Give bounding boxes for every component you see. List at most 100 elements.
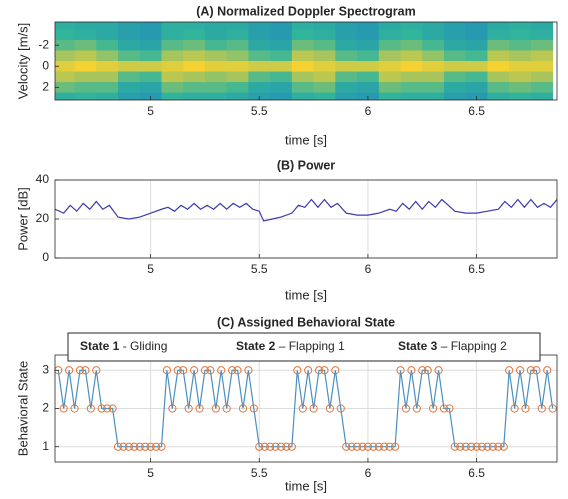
heatmap-cell xyxy=(204,29,228,41)
heatmap-cell xyxy=(74,50,97,62)
heatmap-cell xyxy=(443,39,467,51)
heatmap-cell xyxy=(465,22,488,30)
x-tick-label: 6.5 xyxy=(468,104,485,118)
heatmap-cell xyxy=(74,39,97,51)
x-axis-label: time [s] xyxy=(285,132,327,147)
heatmap-cell xyxy=(487,71,510,83)
data-point xyxy=(445,404,454,413)
heatmap-cell xyxy=(74,61,97,73)
legend-box xyxy=(67,332,541,362)
data-point xyxy=(211,404,220,413)
heatmap-cell xyxy=(74,29,97,41)
heatmap-cell xyxy=(270,50,293,62)
heatmap-cell xyxy=(422,71,445,83)
data-point xyxy=(86,404,95,413)
y-tick-label: 2 xyxy=(42,80,49,94)
data-point xyxy=(429,404,438,413)
data-point xyxy=(548,404,557,413)
y-axis-label: Behavioral State xyxy=(15,361,30,456)
data-point xyxy=(81,366,90,375)
heatmap-cell xyxy=(400,29,423,41)
data-point xyxy=(113,442,123,451)
heatmap-cell xyxy=(161,22,184,30)
data-point xyxy=(184,404,193,413)
heatmap-cell xyxy=(530,82,554,94)
data-point xyxy=(146,442,155,451)
heatmap-cell xyxy=(96,29,119,41)
state-description: – Flapping 2 xyxy=(437,339,507,353)
heatmap-cell xyxy=(139,71,162,83)
data-point xyxy=(342,442,351,451)
heatmap-cell xyxy=(248,39,271,51)
data-point xyxy=(325,404,335,413)
heatmap-cell xyxy=(357,50,380,62)
heatmap-cell xyxy=(291,29,315,41)
x-axis-label: time [s] xyxy=(285,478,327,493)
data-point xyxy=(510,404,519,413)
heatmap-cell xyxy=(291,39,315,51)
heatmap-cell xyxy=(443,22,467,30)
data-point xyxy=(314,366,324,375)
heatmap-cell xyxy=(139,50,162,62)
heatmap-cell xyxy=(226,22,249,30)
data-point xyxy=(532,366,541,375)
data-point xyxy=(423,366,432,375)
heatmap-cell xyxy=(118,92,141,100)
data-point xyxy=(255,442,264,451)
data-point xyxy=(439,404,449,413)
heatmap-cell xyxy=(509,39,532,51)
heatmap-cell xyxy=(378,39,402,51)
data-point xyxy=(103,404,112,413)
y-axis-label: Power [dB] xyxy=(15,187,30,251)
data-point xyxy=(374,442,383,451)
data-point xyxy=(369,442,378,451)
heatmap-cell xyxy=(400,61,423,73)
heatmap-cell xyxy=(443,71,467,83)
heatmap-cell xyxy=(291,50,315,62)
heatmap-cell xyxy=(55,61,76,73)
data-point xyxy=(108,404,117,413)
data-point xyxy=(526,366,536,375)
data-point xyxy=(434,366,443,375)
data-point xyxy=(336,404,345,413)
heatmap-cell xyxy=(313,50,336,62)
heatmap-cell xyxy=(509,82,532,94)
data-point xyxy=(385,442,394,451)
x-tick-label: 5.5 xyxy=(251,262,268,276)
heatmap-cell xyxy=(270,29,293,41)
data-point xyxy=(390,442,400,451)
x-tick-label: 5.5 xyxy=(251,104,268,118)
heatmap-cell xyxy=(96,92,119,100)
heatmap-cell xyxy=(400,50,423,62)
heatmap-cell xyxy=(161,71,184,83)
heatmap-cell xyxy=(291,61,315,73)
data-point xyxy=(396,366,405,375)
data-point xyxy=(515,366,525,375)
heatmap-cell xyxy=(422,50,445,62)
x-tick-label: 5 xyxy=(147,104,154,118)
data-point xyxy=(352,442,362,451)
heatmap-cell xyxy=(487,50,510,62)
y-axis-label: Velocity [m/s] xyxy=(15,23,30,100)
heatmap-cell xyxy=(183,39,206,51)
heatmap-cell xyxy=(313,82,336,94)
heatmap-cell xyxy=(183,82,206,94)
heatmap-cell xyxy=(313,22,336,30)
heatmap-cell xyxy=(248,82,271,94)
heatmap-cell xyxy=(55,29,76,41)
data-point xyxy=(521,404,530,413)
heatmap-cell xyxy=(291,71,315,83)
data-point xyxy=(347,442,356,451)
heatmap-cell xyxy=(465,82,488,94)
data-point xyxy=(276,442,286,451)
heatmap-cell xyxy=(530,39,554,51)
heatmap-cell xyxy=(378,61,402,73)
heatmap-cell xyxy=(204,61,228,73)
state-name: State 1 xyxy=(80,339,120,353)
data-point xyxy=(287,442,296,451)
chart-title: (C) Assigned Behavioral State xyxy=(217,315,395,329)
y-tick-label: 40 xyxy=(36,172,50,186)
heatmap-cell xyxy=(313,71,336,83)
data-point xyxy=(537,404,546,413)
